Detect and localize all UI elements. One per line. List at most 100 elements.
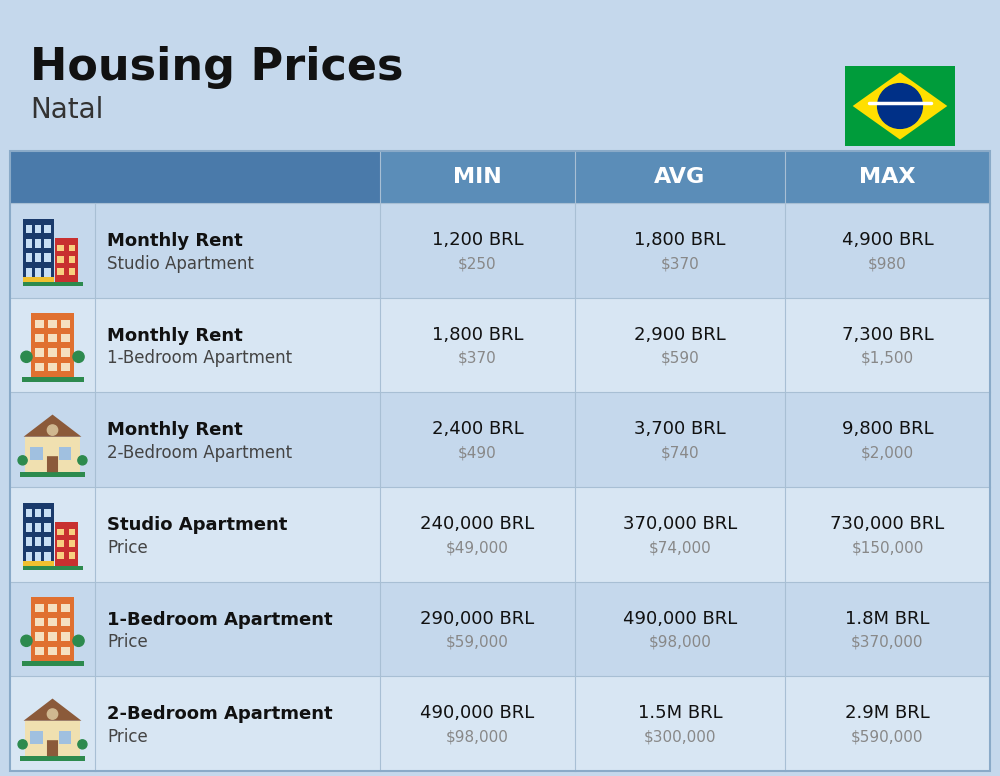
- Text: $49,000: $49,000: [446, 540, 509, 555]
- FancyBboxPatch shape: [61, 618, 70, 626]
- FancyBboxPatch shape: [26, 239, 32, 248]
- FancyBboxPatch shape: [69, 244, 75, 251]
- Text: Price: Price: [107, 633, 148, 651]
- FancyBboxPatch shape: [22, 282, 82, 286]
- FancyBboxPatch shape: [35, 538, 41, 546]
- Text: 4,900 BRL: 4,900 BRL: [842, 231, 933, 249]
- Text: 9,800 BRL: 9,800 BRL: [842, 421, 933, 438]
- FancyBboxPatch shape: [35, 618, 44, 626]
- Text: Monthly Rent: Monthly Rent: [107, 421, 243, 439]
- FancyBboxPatch shape: [61, 646, 70, 655]
- FancyBboxPatch shape: [57, 540, 64, 547]
- FancyBboxPatch shape: [22, 661, 84, 666]
- FancyBboxPatch shape: [57, 257, 64, 263]
- FancyBboxPatch shape: [35, 362, 44, 371]
- FancyBboxPatch shape: [26, 268, 32, 276]
- FancyBboxPatch shape: [20, 472, 85, 476]
- FancyBboxPatch shape: [10, 582, 990, 677]
- FancyBboxPatch shape: [35, 239, 41, 248]
- FancyBboxPatch shape: [31, 313, 74, 377]
- FancyBboxPatch shape: [44, 509, 51, 518]
- Text: $250: $250: [458, 256, 497, 271]
- FancyBboxPatch shape: [25, 721, 80, 756]
- FancyBboxPatch shape: [59, 447, 71, 459]
- FancyBboxPatch shape: [57, 528, 64, 535]
- Text: $74,000: $74,000: [649, 540, 711, 555]
- FancyBboxPatch shape: [35, 334, 44, 342]
- FancyBboxPatch shape: [575, 151, 785, 203]
- FancyBboxPatch shape: [31, 597, 74, 661]
- Circle shape: [78, 740, 87, 749]
- FancyBboxPatch shape: [10, 487, 990, 582]
- FancyBboxPatch shape: [22, 219, 54, 282]
- Text: 240,000 BRL: 240,000 BRL: [420, 515, 535, 533]
- Circle shape: [73, 636, 84, 646]
- FancyBboxPatch shape: [69, 553, 75, 559]
- Text: Price: Price: [107, 728, 148, 746]
- Text: 290,000 BRL: 290,000 BRL: [420, 610, 535, 628]
- Text: 730,000 BRL: 730,000 BRL: [830, 515, 945, 533]
- FancyBboxPatch shape: [48, 646, 57, 655]
- Circle shape: [47, 425, 58, 435]
- FancyBboxPatch shape: [44, 268, 51, 276]
- Text: 1.5M BRL: 1.5M BRL: [638, 705, 722, 722]
- Circle shape: [18, 456, 27, 465]
- FancyBboxPatch shape: [30, 731, 43, 743]
- FancyBboxPatch shape: [10, 151, 380, 203]
- Circle shape: [878, 84, 922, 128]
- Text: 1,800 BRL: 1,800 BRL: [634, 231, 726, 249]
- FancyBboxPatch shape: [35, 268, 41, 276]
- FancyBboxPatch shape: [57, 553, 64, 559]
- Text: 2-Bedroom Apartment: 2-Bedroom Apartment: [107, 444, 292, 462]
- FancyBboxPatch shape: [48, 604, 57, 612]
- Text: 1-Bedroom Apartment: 1-Bedroom Apartment: [107, 349, 292, 367]
- FancyBboxPatch shape: [22, 560, 54, 566]
- Text: $59,000: $59,000: [446, 635, 509, 650]
- Circle shape: [47, 709, 58, 719]
- FancyBboxPatch shape: [69, 528, 75, 535]
- Text: 3,700 BRL: 3,700 BRL: [634, 421, 726, 438]
- FancyBboxPatch shape: [44, 254, 51, 262]
- FancyBboxPatch shape: [47, 456, 58, 472]
- Text: $98,000: $98,000: [446, 729, 509, 744]
- FancyBboxPatch shape: [30, 447, 43, 459]
- FancyBboxPatch shape: [22, 503, 54, 566]
- FancyBboxPatch shape: [35, 348, 44, 357]
- FancyBboxPatch shape: [44, 225, 51, 234]
- FancyBboxPatch shape: [48, 320, 57, 328]
- Circle shape: [18, 740, 27, 749]
- FancyBboxPatch shape: [380, 151, 575, 203]
- Text: 370,000 BRL: 370,000 BRL: [623, 515, 737, 533]
- FancyBboxPatch shape: [44, 538, 51, 546]
- FancyBboxPatch shape: [22, 377, 84, 382]
- FancyBboxPatch shape: [35, 646, 44, 655]
- FancyBboxPatch shape: [10, 203, 990, 298]
- Polygon shape: [24, 698, 81, 721]
- Text: 7,300 BRL: 7,300 BRL: [842, 326, 933, 344]
- Text: 2,900 BRL: 2,900 BRL: [634, 326, 726, 344]
- Text: 490,000 BRL: 490,000 BRL: [623, 610, 737, 628]
- Text: 1.8M BRL: 1.8M BRL: [845, 610, 930, 628]
- Text: Studio Apartment: Studio Apartment: [107, 255, 254, 272]
- FancyBboxPatch shape: [44, 239, 51, 248]
- Text: $590,000: $590,000: [851, 729, 924, 744]
- FancyBboxPatch shape: [61, 604, 70, 612]
- FancyBboxPatch shape: [35, 632, 44, 641]
- FancyBboxPatch shape: [22, 276, 54, 282]
- FancyBboxPatch shape: [44, 523, 51, 532]
- FancyBboxPatch shape: [61, 632, 70, 641]
- FancyBboxPatch shape: [69, 268, 75, 275]
- FancyBboxPatch shape: [10, 298, 990, 393]
- Text: 2-Bedroom Apartment: 2-Bedroom Apartment: [107, 705, 333, 723]
- Text: 1-Bedroom Apartment: 1-Bedroom Apartment: [107, 611, 333, 629]
- FancyBboxPatch shape: [26, 538, 32, 546]
- FancyBboxPatch shape: [26, 254, 32, 262]
- FancyBboxPatch shape: [22, 566, 82, 570]
- Text: Monthly Rent: Monthly Rent: [107, 327, 243, 345]
- Text: 1,200 BRL: 1,200 BRL: [432, 231, 523, 249]
- FancyBboxPatch shape: [25, 437, 80, 472]
- FancyBboxPatch shape: [26, 523, 32, 532]
- FancyBboxPatch shape: [10, 677, 990, 771]
- Text: $2,000: $2,000: [861, 445, 914, 460]
- FancyBboxPatch shape: [26, 552, 32, 560]
